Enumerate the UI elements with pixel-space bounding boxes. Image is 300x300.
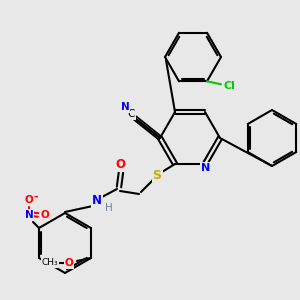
Text: H: H xyxy=(105,203,113,213)
Text: CH₃: CH₃ xyxy=(42,259,58,268)
Text: N: N xyxy=(92,194,102,208)
Text: C: C xyxy=(127,109,135,119)
Text: N: N xyxy=(25,210,33,220)
Text: O: O xyxy=(25,195,33,205)
Text: S: S xyxy=(152,169,161,182)
Text: -: - xyxy=(34,192,38,202)
Text: O: O xyxy=(40,210,50,220)
Text: Cl: Cl xyxy=(223,81,235,91)
Text: O: O xyxy=(115,158,125,172)
Text: O: O xyxy=(64,258,74,268)
Text: N: N xyxy=(201,163,211,173)
Text: N: N xyxy=(121,102,129,112)
